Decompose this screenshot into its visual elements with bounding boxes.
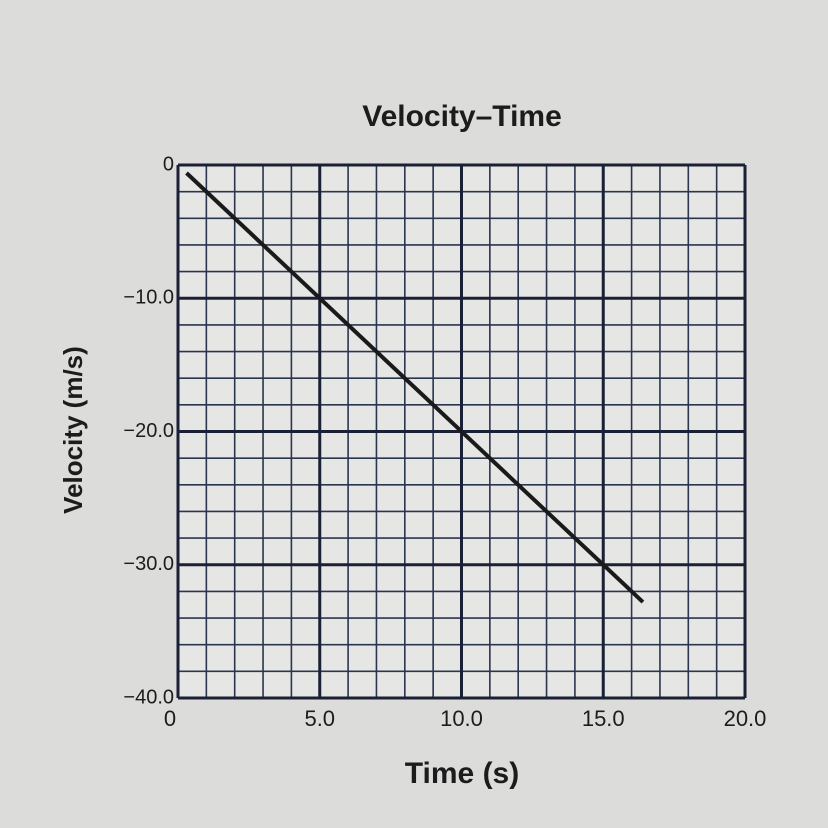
y-tick-label: −10.0 [123,287,174,309]
data-line [185,171,645,604]
y-tick-label: −30.0 [123,553,174,575]
y-tick-label: 0 [163,153,174,175]
x-tick-label: 20.0 [724,706,767,731]
y-tick-label: −20.0 [123,420,174,442]
x-tick-label: 15.0 [582,706,625,731]
y-axis-label: Velocity (m/s) [58,346,88,514]
x-tick-label: 0 [164,706,176,731]
x-tick-label: 5.0 [304,706,335,731]
x-tick-label: 10.0 [440,706,483,731]
chart-title: Velocity–Time [362,100,562,133]
x-axis-label: Time (s) [405,757,519,790]
y-tick-label: −40.0 [123,686,174,708]
